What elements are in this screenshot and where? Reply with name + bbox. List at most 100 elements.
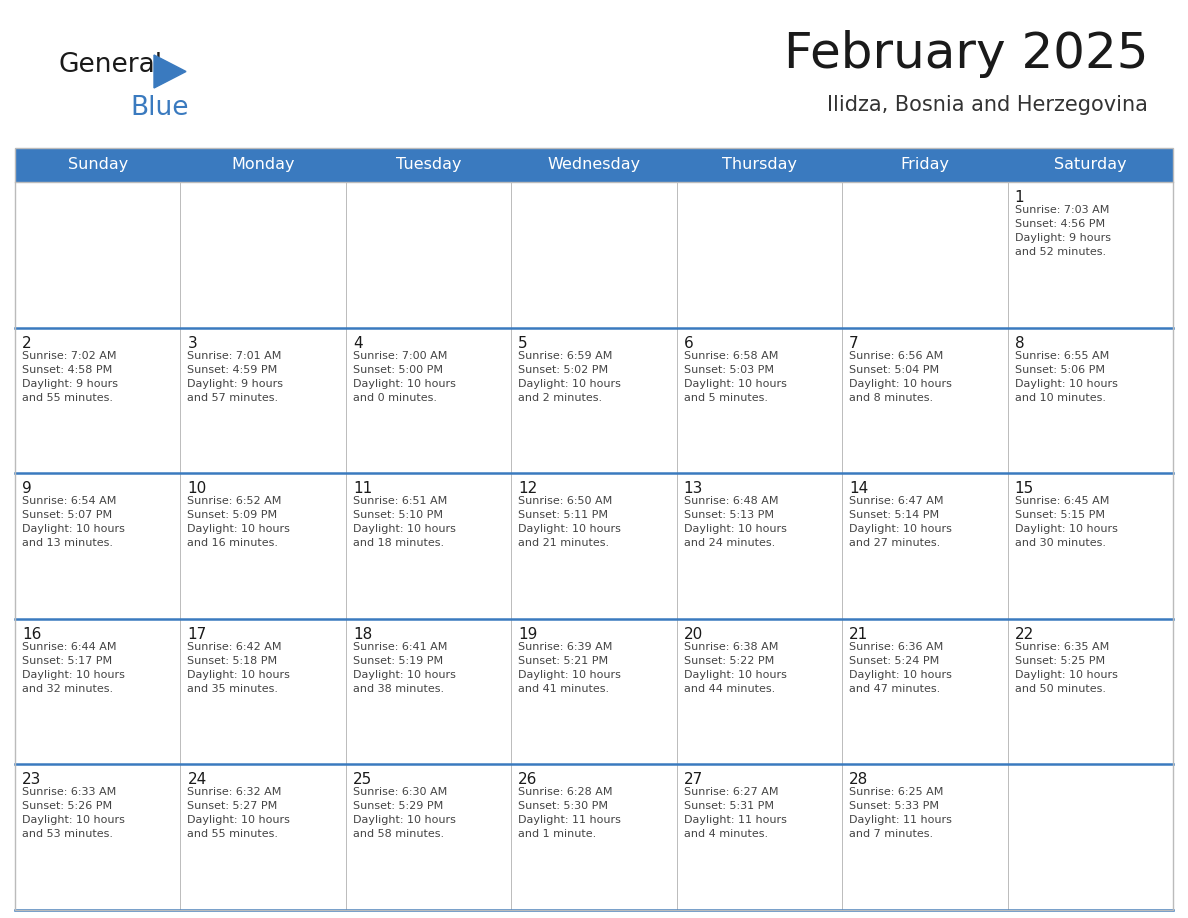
- Text: Sunset: 5:17 PM: Sunset: 5:17 PM: [23, 655, 112, 666]
- Text: Thursday: Thursday: [722, 158, 797, 173]
- Bar: [15, 148, 1173, 910]
- Text: Sunrise: 6:58 AM: Sunrise: 6:58 AM: [684, 351, 778, 361]
- Text: 24: 24: [188, 772, 207, 788]
- Text: Sunrise: 6:59 AM: Sunrise: 6:59 AM: [518, 351, 613, 361]
- Text: Sunset: 5:27 PM: Sunset: 5:27 PM: [188, 801, 278, 812]
- Text: Daylight: 10 hours: Daylight: 10 hours: [353, 378, 456, 388]
- Text: and 44 minutes.: and 44 minutes.: [684, 684, 775, 694]
- Text: 18: 18: [353, 627, 372, 642]
- Text: 4: 4: [353, 336, 362, 351]
- Text: and 38 minutes.: and 38 minutes.: [353, 684, 444, 694]
- Text: Daylight: 10 hours: Daylight: 10 hours: [1015, 378, 1118, 388]
- Text: Sunrise: 6:25 AM: Sunrise: 6:25 AM: [849, 788, 943, 798]
- Text: Sunset: 5:29 PM: Sunset: 5:29 PM: [353, 801, 443, 812]
- Text: Daylight: 10 hours: Daylight: 10 hours: [188, 815, 290, 825]
- Text: Sunrise: 7:01 AM: Sunrise: 7:01 AM: [188, 351, 282, 361]
- Text: Tuesday: Tuesday: [396, 158, 461, 173]
- Text: 20: 20: [684, 627, 703, 642]
- Text: Sunrise: 6:56 AM: Sunrise: 6:56 AM: [849, 351, 943, 361]
- Text: Daylight: 11 hours: Daylight: 11 hours: [518, 815, 621, 825]
- Text: and 18 minutes.: and 18 minutes.: [353, 538, 444, 548]
- Text: Daylight: 10 hours: Daylight: 10 hours: [23, 815, 125, 825]
- Text: Sunrise: 6:48 AM: Sunrise: 6:48 AM: [684, 497, 778, 506]
- Text: General: General: [58, 52, 162, 78]
- Text: 25: 25: [353, 772, 372, 788]
- Text: 19: 19: [518, 627, 538, 642]
- Text: 5: 5: [518, 336, 527, 351]
- Text: and 0 minutes.: and 0 minutes.: [353, 393, 437, 403]
- Text: and 30 minutes.: and 30 minutes.: [1015, 538, 1106, 548]
- Text: Daylight: 10 hours: Daylight: 10 hours: [849, 524, 952, 534]
- Text: 22: 22: [1015, 627, 1034, 642]
- Text: Sunset: 5:24 PM: Sunset: 5:24 PM: [849, 655, 940, 666]
- Text: Daylight: 10 hours: Daylight: 10 hours: [188, 524, 290, 534]
- Text: Sunrise: 6:33 AM: Sunrise: 6:33 AM: [23, 788, 116, 798]
- Text: Wednesday: Wednesday: [548, 158, 640, 173]
- Text: and 5 minutes.: and 5 minutes.: [684, 393, 767, 403]
- Text: Sunrise: 7:02 AM: Sunrise: 7:02 AM: [23, 351, 116, 361]
- Text: Sunrise: 6:32 AM: Sunrise: 6:32 AM: [188, 788, 282, 798]
- Text: and 4 minutes.: and 4 minutes.: [684, 829, 767, 839]
- Text: Daylight: 10 hours: Daylight: 10 hours: [1015, 524, 1118, 534]
- Text: February 2025: February 2025: [784, 30, 1148, 78]
- Text: 2: 2: [23, 336, 32, 351]
- Text: Daylight: 10 hours: Daylight: 10 hours: [23, 524, 125, 534]
- Text: Sunset: 4:58 PM: Sunset: 4:58 PM: [23, 364, 112, 375]
- Text: and 2 minutes.: and 2 minutes.: [518, 393, 602, 403]
- Text: Sunrise: 6:54 AM: Sunrise: 6:54 AM: [23, 497, 116, 506]
- Text: Monday: Monday: [232, 158, 295, 173]
- Text: and 32 minutes.: and 32 minutes.: [23, 684, 113, 694]
- Text: Sunrise: 6:45 AM: Sunrise: 6:45 AM: [1015, 497, 1108, 506]
- Text: 11: 11: [353, 481, 372, 497]
- Bar: [15, 765, 1173, 910]
- Text: Sunrise: 6:47 AM: Sunrise: 6:47 AM: [849, 497, 943, 506]
- Text: Daylight: 10 hours: Daylight: 10 hours: [188, 670, 290, 680]
- Text: and 7 minutes.: and 7 minutes.: [849, 829, 934, 839]
- Text: 28: 28: [849, 772, 868, 788]
- Text: Daylight: 9 hours: Daylight: 9 hours: [23, 378, 118, 388]
- Text: Sunset: 5:19 PM: Sunset: 5:19 PM: [353, 655, 443, 666]
- Text: and 47 minutes.: and 47 minutes.: [849, 684, 941, 694]
- Text: Daylight: 10 hours: Daylight: 10 hours: [684, 524, 786, 534]
- Text: Sunset: 5:11 PM: Sunset: 5:11 PM: [518, 510, 608, 521]
- Text: Daylight: 10 hours: Daylight: 10 hours: [353, 524, 456, 534]
- Bar: [15, 182, 1173, 328]
- Text: Sunset: 5:31 PM: Sunset: 5:31 PM: [684, 801, 773, 812]
- Text: Daylight: 9 hours: Daylight: 9 hours: [1015, 233, 1111, 243]
- Text: 21: 21: [849, 627, 868, 642]
- Text: and 1 minute.: and 1 minute.: [518, 829, 596, 839]
- Text: Daylight: 10 hours: Daylight: 10 hours: [1015, 670, 1118, 680]
- Text: 8: 8: [1015, 336, 1024, 351]
- Text: Sunset: 5:13 PM: Sunset: 5:13 PM: [684, 510, 773, 521]
- Text: 3: 3: [188, 336, 197, 351]
- Text: 23: 23: [23, 772, 42, 788]
- Text: 16: 16: [23, 627, 42, 642]
- Text: Daylight: 10 hours: Daylight: 10 hours: [518, 378, 621, 388]
- Text: Sunrise: 6:38 AM: Sunrise: 6:38 AM: [684, 642, 778, 652]
- Text: Sunset: 5:03 PM: Sunset: 5:03 PM: [684, 364, 773, 375]
- Text: 6: 6: [684, 336, 694, 351]
- Text: Daylight: 11 hours: Daylight: 11 hours: [684, 815, 786, 825]
- Text: 17: 17: [188, 627, 207, 642]
- Text: and 50 minutes.: and 50 minutes.: [1015, 684, 1106, 694]
- Text: Sunset: 5:21 PM: Sunset: 5:21 PM: [518, 655, 608, 666]
- Text: Daylight: 10 hours: Daylight: 10 hours: [684, 670, 786, 680]
- Text: Daylight: 10 hours: Daylight: 10 hours: [684, 378, 786, 388]
- Text: and 24 minutes.: and 24 minutes.: [684, 538, 775, 548]
- Text: and 57 minutes.: and 57 minutes.: [188, 393, 278, 403]
- Text: 15: 15: [1015, 481, 1034, 497]
- Text: Sunrise: 6:27 AM: Sunrise: 6:27 AM: [684, 788, 778, 798]
- Text: Sunset: 5:04 PM: Sunset: 5:04 PM: [849, 364, 940, 375]
- Text: Sunset: 5:33 PM: Sunset: 5:33 PM: [849, 801, 940, 812]
- Bar: [15, 473, 1173, 619]
- Text: 14: 14: [849, 481, 868, 497]
- Text: Sunrise: 7:03 AM: Sunrise: 7:03 AM: [1015, 205, 1108, 215]
- Text: Sunrise: 6:52 AM: Sunrise: 6:52 AM: [188, 497, 282, 506]
- Bar: [15, 328, 1173, 473]
- Text: Sunrise: 6:28 AM: Sunrise: 6:28 AM: [518, 788, 613, 798]
- Polygon shape: [154, 55, 187, 88]
- Text: Daylight: 10 hours: Daylight: 10 hours: [353, 670, 456, 680]
- Text: Sunset: 5:18 PM: Sunset: 5:18 PM: [188, 655, 278, 666]
- Text: Sunrise: 7:00 AM: Sunrise: 7:00 AM: [353, 351, 447, 361]
- Text: and 10 minutes.: and 10 minutes.: [1015, 393, 1106, 403]
